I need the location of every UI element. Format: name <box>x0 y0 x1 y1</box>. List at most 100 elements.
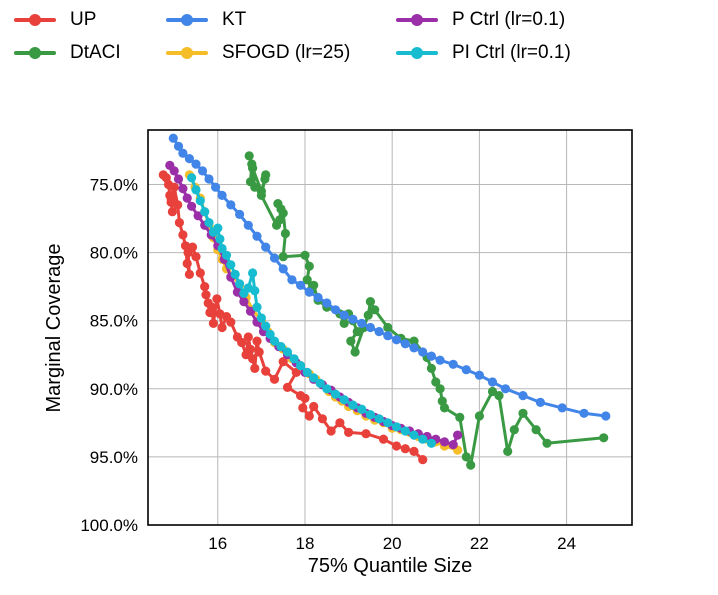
data-point <box>453 430 463 440</box>
data-point <box>322 298 332 308</box>
y-tick-label: 80.0% <box>90 244 138 263</box>
data-point <box>193 211 203 221</box>
data-point <box>187 201 197 211</box>
data-point <box>178 148 188 158</box>
data-point <box>339 318 349 328</box>
data-point <box>289 354 299 364</box>
series-line-sfogd-lr-25 <box>187 173 460 452</box>
data-point <box>409 430 419 440</box>
data-point <box>461 452 471 462</box>
legend-swatch <box>166 8 208 32</box>
data-point <box>435 355 445 365</box>
data-point <box>542 438 552 448</box>
legend-label: UP <box>70 9 97 30</box>
legend-item-kt: KT <box>166 8 246 32</box>
data-point <box>348 314 358 324</box>
y-axis-label: Marginal Coverage <box>43 244 65 413</box>
data-point <box>326 426 336 436</box>
data-point <box>282 347 293 357</box>
data-point <box>252 302 262 312</box>
data-point <box>503 446 513 456</box>
data-point <box>261 242 271 252</box>
data-point <box>226 317 236 327</box>
legend-label: SFOGD (lr=25) <box>222 42 351 63</box>
data-point <box>383 418 393 428</box>
series-up <box>158 170 428 465</box>
data-point <box>455 412 465 422</box>
data-point <box>365 297 375 307</box>
data-point <box>280 228 290 239</box>
data-point <box>187 242 198 252</box>
series-line-up <box>161 173 425 462</box>
data-point <box>509 425 519 435</box>
data-point <box>309 280 319 290</box>
data-point <box>191 185 201 195</box>
data-point <box>579 408 589 418</box>
legend-item-p-ctrl-lr-0-1: P Ctrl (lr=0.1) <box>396 8 565 32</box>
data-point <box>282 382 293 392</box>
data-point <box>418 347 428 357</box>
data-point <box>173 141 184 151</box>
data-point <box>197 166 208 176</box>
data-point <box>378 434 389 444</box>
data-point <box>374 327 384 337</box>
data-point <box>217 322 227 333</box>
data-point <box>431 377 441 387</box>
x-tick-label: 20 <box>383 534 402 553</box>
data-point <box>269 336 280 346</box>
data-point <box>178 230 188 240</box>
data-point <box>254 347 264 357</box>
data-point <box>237 337 247 348</box>
data-point <box>230 269 240 279</box>
legend-swatch <box>14 8 56 32</box>
legend-item-sfogd-lr-25: SFOGD (lr=25) <box>166 41 350 65</box>
data-point <box>248 268 258 278</box>
series-line-dtaci <box>247 154 606 467</box>
data-point <box>256 190 266 200</box>
data-point <box>221 250 232 260</box>
data-point <box>243 220 253 230</box>
data-point <box>474 411 484 421</box>
data-point <box>518 391 528 401</box>
data-point <box>339 310 349 320</box>
data-point <box>439 403 450 413</box>
data-point <box>291 367 301 377</box>
data-point <box>191 159 201 169</box>
data-point <box>304 261 314 271</box>
y-tick-label: 85.0% <box>90 312 138 331</box>
legend-item-dtaci: DtACI <box>14 41 121 65</box>
data-point <box>278 357 288 367</box>
legend-item-pi-ctrl-lr-0-1: PI Ctrl (lr=0.1) <box>396 41 571 65</box>
data-point <box>248 163 258 173</box>
data-point <box>276 342 286 352</box>
data-point <box>191 252 201 262</box>
legend-swatch <box>396 41 438 65</box>
legend-swatch <box>14 41 56 65</box>
data-point <box>535 397 546 407</box>
data-point <box>167 207 177 217</box>
legend-swatch <box>166 41 208 65</box>
data-point <box>426 363 436 373</box>
data-point <box>409 336 419 346</box>
data-point <box>195 268 205 278</box>
data-point <box>370 305 380 315</box>
data-point <box>487 377 498 387</box>
data-point <box>346 336 356 346</box>
data-point <box>500 384 511 394</box>
data-point <box>265 329 275 339</box>
data-point <box>313 292 323 303</box>
data-point <box>418 455 428 465</box>
data-point <box>207 302 217 312</box>
data-point <box>261 321 271 331</box>
data-point <box>435 384 445 394</box>
data-point <box>363 310 373 320</box>
data-point <box>322 384 332 394</box>
data-point <box>184 154 194 164</box>
data-point <box>426 438 436 448</box>
data-point <box>350 347 360 357</box>
data-point <box>245 344 256 354</box>
data-point <box>201 290 211 300</box>
series-kt <box>168 133 611 421</box>
data-point <box>261 366 271 376</box>
data-point <box>296 280 306 290</box>
